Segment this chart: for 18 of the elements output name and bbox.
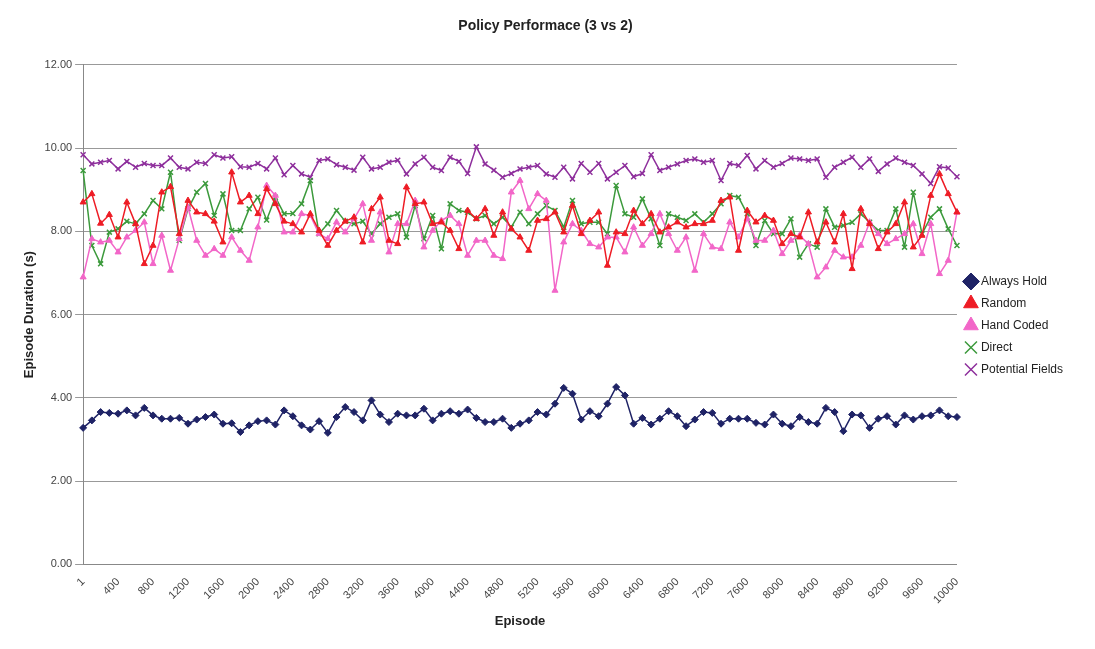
x-tick-label: 1 xyxy=(73,575,87,588)
y-tick-label: 10.00 xyxy=(44,141,73,154)
legend-label: Random xyxy=(980,295,1027,310)
y-tick-label: 0.00 xyxy=(50,557,73,570)
legend-label: Always Hold xyxy=(980,273,1047,288)
legend-label: Direct xyxy=(980,339,1013,354)
y-tick-label: 6.00 xyxy=(50,307,73,320)
legend-label: Potential Fields xyxy=(980,361,1063,376)
legend-label: Hand Coded xyxy=(980,317,1049,332)
y-axis-title: Episode Duration (s) xyxy=(21,251,37,379)
y-tick-label: 8.00 xyxy=(50,224,73,237)
x-axis-title: Episode xyxy=(494,612,546,628)
x-tick-label: 800 xyxy=(135,575,157,597)
x-tick-label: 400 xyxy=(100,575,122,597)
y-tick-label: 12.00 xyxy=(44,57,73,70)
chart-title: Policy Performace (3 vs 2) xyxy=(458,17,633,34)
y-tick-label: 2.00 xyxy=(50,474,73,487)
y-tick-label: 4.00 xyxy=(50,390,73,403)
